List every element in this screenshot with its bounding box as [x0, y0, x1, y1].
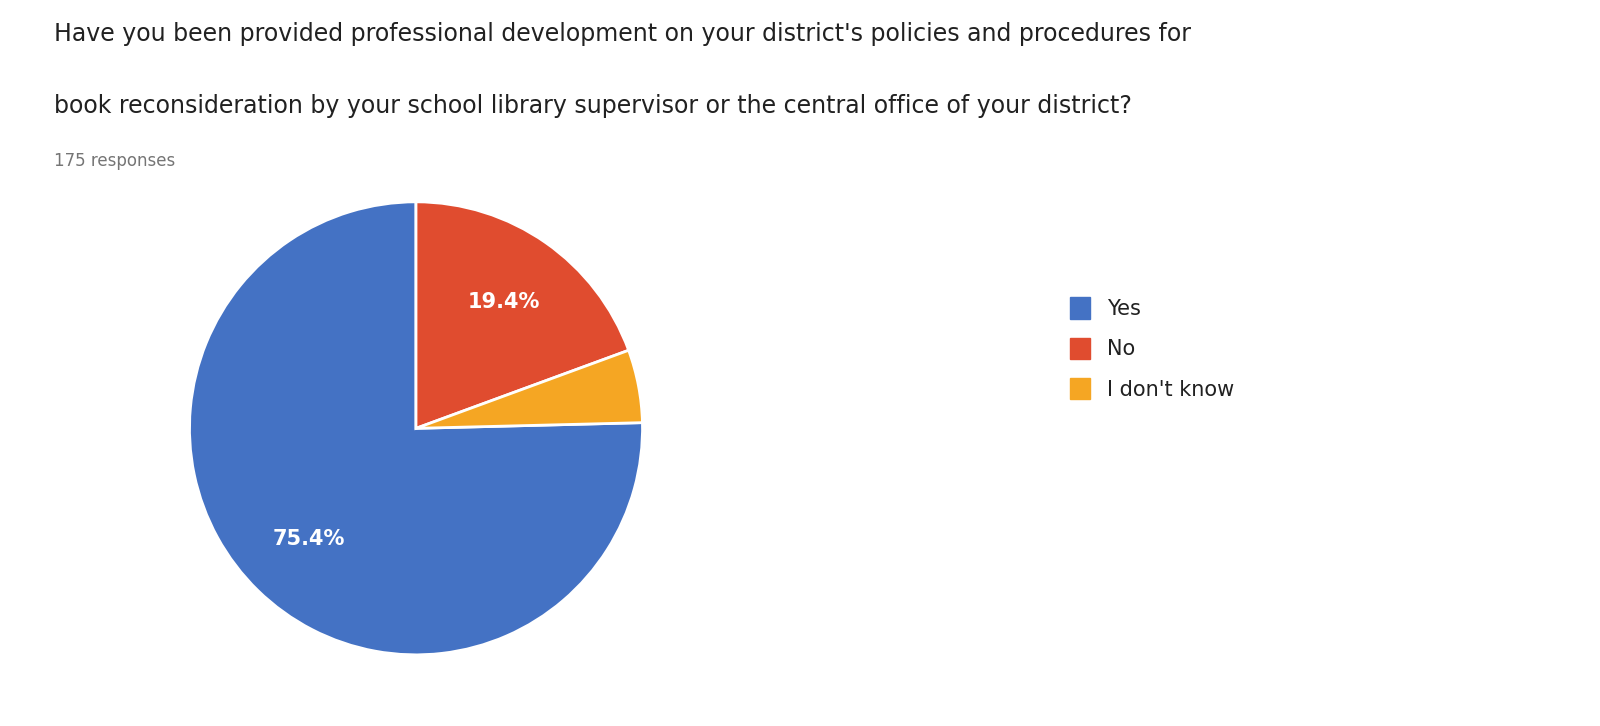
Text: 175 responses: 175 responses: [54, 152, 176, 171]
Wedge shape: [416, 350, 643, 428]
Text: 19.4%: 19.4%: [467, 292, 541, 312]
Text: 75.4%: 75.4%: [272, 529, 344, 549]
Text: Have you been provided professional development on your district's policies and : Have you been provided professional deve…: [54, 22, 1192, 46]
Wedge shape: [189, 202, 643, 655]
Wedge shape: [416, 202, 629, 428]
Legend: Yes, No, I don't know: Yes, No, I don't know: [1059, 287, 1245, 410]
Text: book reconsideration by your school library supervisor or the central office of : book reconsideration by your school libr…: [54, 94, 1133, 118]
